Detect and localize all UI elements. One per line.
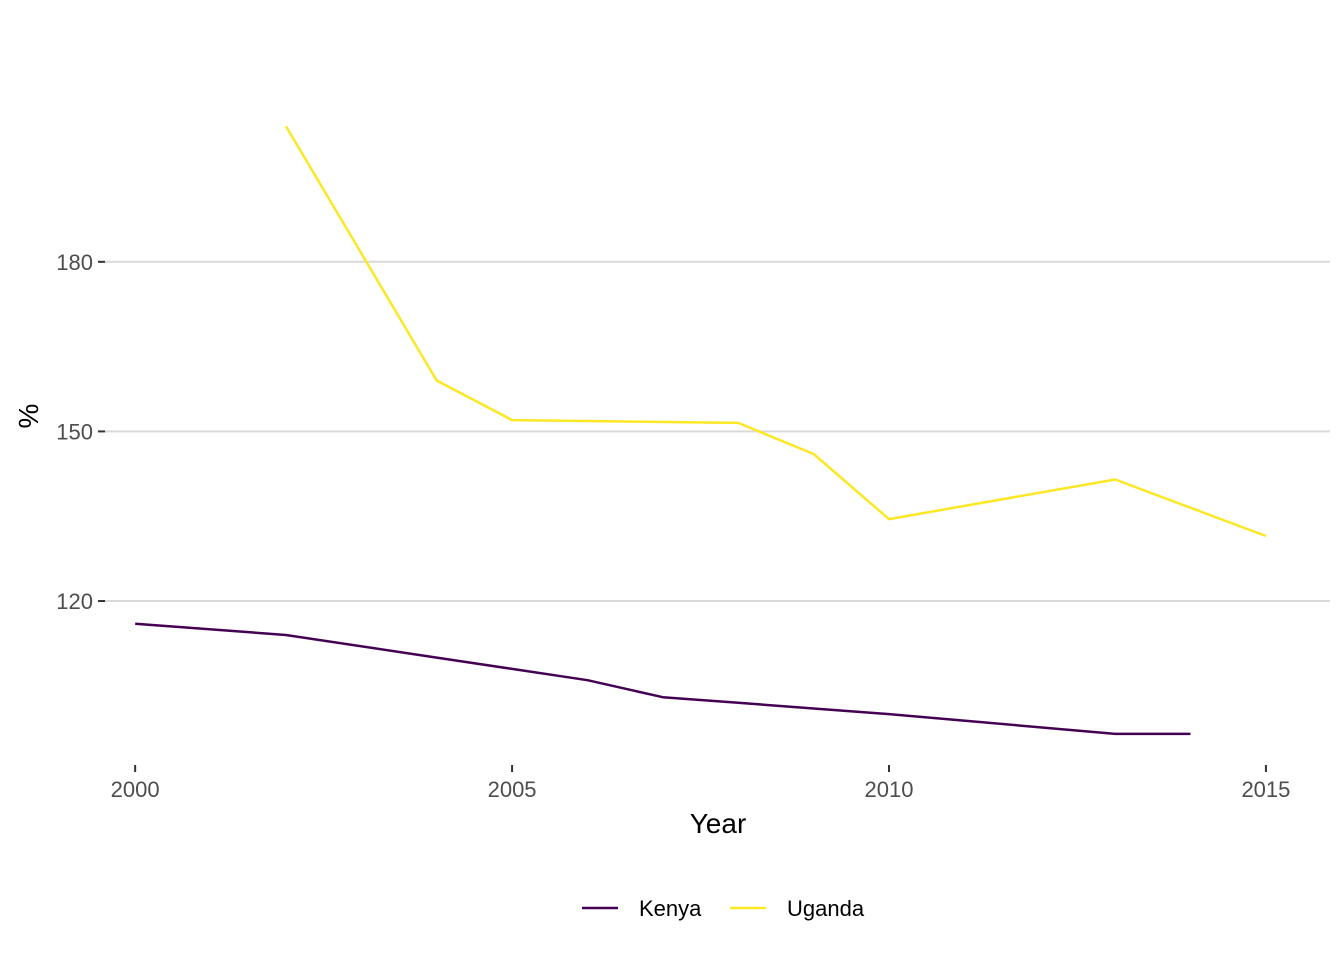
legend-label-kenya: Kenya [639,896,702,921]
x-tick-label: 2015 [1241,777,1290,802]
y-tick-label: 180 [56,250,93,275]
gridlines [105,260,1330,603]
x-tick-label: 2000 [111,777,160,802]
y-axis-title: % [13,404,44,429]
x-tick-label: 2005 [488,777,537,802]
axes: 120 150 180 2000 2005 2010 2015 [56,250,1290,802]
y-tick-label: 150 [56,419,93,444]
x-tick-label: 2010 [865,777,914,802]
series-line-uganda [284,125,1267,538]
series-lines [135,125,1267,736]
series-line-kenya [135,622,1191,736]
x-axis-title: Year [690,808,747,839]
y-tick-label: 120 [56,589,93,614]
legend: Kenya Uganda [582,896,865,921]
legend-label-uganda: Uganda [787,896,865,921]
